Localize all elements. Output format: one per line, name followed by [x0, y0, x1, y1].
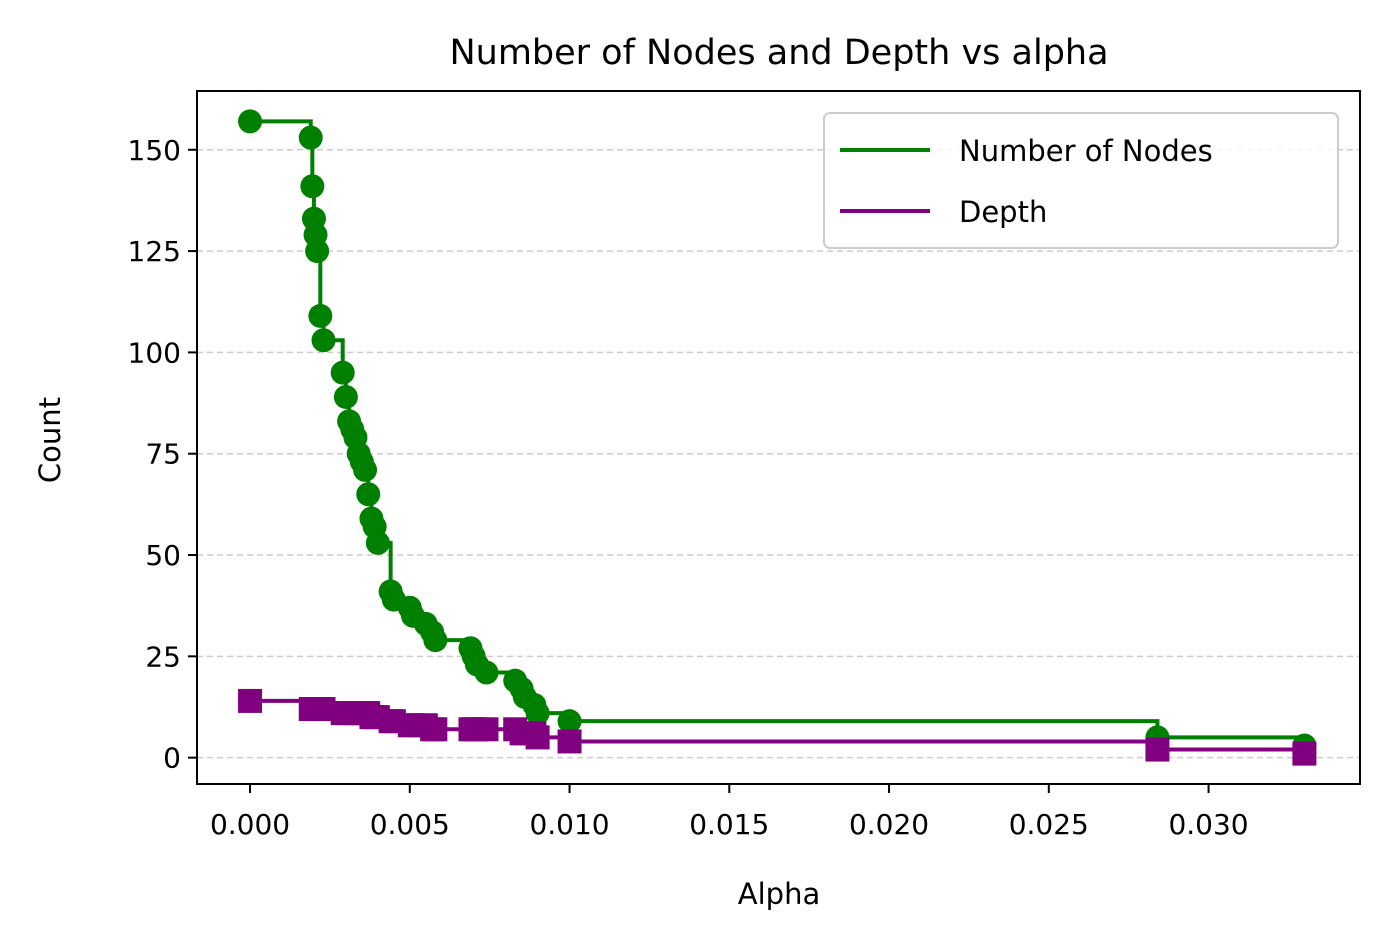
y-tick-label: 125 — [128, 235, 181, 268]
chart-title: Number of Nodes and Depth vs alpha — [449, 33, 1108, 73]
data-point-nodes — [423, 628, 448, 653]
x-tick-label: 0.005 — [370, 808, 450, 841]
data-point-depth — [525, 725, 550, 750]
data-point-nodes — [474, 660, 499, 685]
data-point-nodes — [305, 239, 330, 264]
x-tick-label: 0.030 — [1168, 808, 1248, 841]
y-axis-title: Count — [33, 397, 67, 483]
data-point-depth — [474, 717, 499, 742]
data-point-depth — [1145, 737, 1170, 762]
data-point-nodes — [557, 709, 582, 734]
data-point-nodes — [300, 174, 325, 199]
data-point-nodes — [298, 125, 323, 150]
plot-frame — [196, 90, 1361, 785]
data-point-nodes — [311, 328, 336, 353]
data-point-depth — [1292, 741, 1317, 766]
legend-label-depth: Depth — [959, 195, 1047, 229]
x-tick-label: 0.000 — [210, 808, 290, 841]
y-tick-label: 25 — [145, 640, 181, 673]
data-point-nodes — [238, 109, 263, 134]
y-tick-label: 75 — [145, 438, 181, 471]
data-point-nodes — [365, 530, 390, 555]
series-markers-depth — [238, 688, 1317, 766]
x-axis-title: Alpha — [738, 877, 820, 911]
plot-series — [238, 109, 1317, 766]
x-tick-label: 0.020 — [849, 808, 929, 841]
legend-box — [823, 112, 1339, 249]
data-point-nodes — [525, 701, 550, 726]
x-tick-label: 0.010 — [529, 808, 609, 841]
data-point-nodes — [353, 457, 378, 482]
data-point-depth — [238, 688, 263, 713]
grid-lines — [197, 149, 1360, 759]
axis-ticks: 0 25 50 75 100 125 150 0.000 0.005 0.010 0.015 0.02… — [128, 134, 1249, 841]
data-point-depth — [557, 729, 582, 754]
x-tick-label: 0.015 — [689, 808, 769, 841]
data-point-nodes — [356, 482, 381, 507]
data-point-nodes — [333, 384, 358, 409]
x-tick-label: 0.025 — [1009, 808, 1089, 841]
y-tick-label: 100 — [128, 336, 181, 369]
y-tick-label: 150 — [128, 134, 181, 167]
data-point-depth — [423, 717, 448, 742]
data-point-nodes — [330, 360, 355, 385]
data-point-nodes — [308, 303, 333, 328]
series-markers-nodes — [238, 109, 1317, 758]
legend: Number of Nodes Depth — [823, 112, 1339, 249]
legend-label-nodes: Number of Nodes — [959, 134, 1213, 168]
y-tick-label: 50 — [145, 539, 181, 572]
y-tick-label: 0 — [163, 742, 181, 775]
